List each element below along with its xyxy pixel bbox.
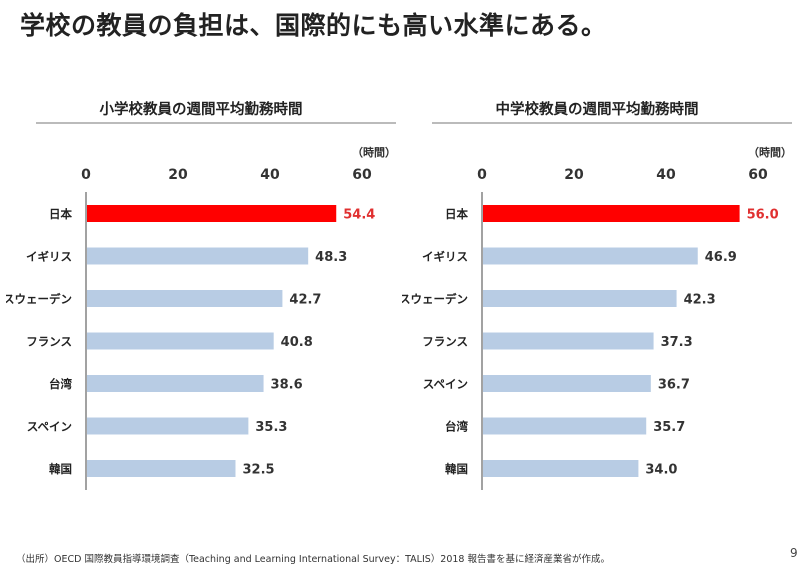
x-tick-label: 20 [168,167,188,183]
x-tick-label: 60 [352,167,372,183]
category-label: スペイン [423,377,468,391]
source-footnote: （出所）OECD 国際教員指導環境調査（Teaching and Learnin… [16,554,610,565]
bar [483,417,647,435]
bar [483,460,639,477]
value-label: 36.7 [658,378,690,393]
chart-title: 中学校教員の週間平均勤務時間 [496,100,699,118]
category-label: イギリス [422,250,468,264]
category-label: スウェーデン [402,292,468,306]
bar [87,375,264,392]
value-label: 38.6 [271,378,303,393]
x-tick-label: 40 [260,167,280,183]
bar [483,247,698,265]
value-label: 32.5 [243,463,275,478]
category-label: 台湾 [49,377,72,391]
bar [87,290,283,307]
page-title: 学校の教員の負担は、国際的にも高い水準にある。 [20,11,607,40]
category-label: 韓国 [49,462,72,476]
bar [483,375,651,392]
value-label: 42.7 [289,293,321,308]
value-label: 35.3 [255,420,287,435]
category-label: 日本 [49,207,72,221]
category-label: フランス [422,335,468,349]
value-label: 37.3 [661,335,693,350]
x-tick-label: 40 [656,167,676,183]
chart-title: 小学校教員の週間平均勤務時間 [100,100,303,118]
category-label: イギリス [26,250,72,264]
bar [87,460,236,477]
x-tick-label: 0 [81,167,91,183]
bar [87,332,274,350]
category-label: スウェーデン [6,292,72,306]
category-label: フランス [26,335,72,349]
value-label: 46.9 [705,250,737,265]
value-label: 56.0 [747,208,779,223]
bar [87,247,309,265]
axis-unit-label: （時間） [748,145,792,159]
category-label: 日本 [445,207,468,221]
value-label: 34.0 [645,463,677,478]
value-label: 40.8 [281,335,313,350]
junior-high-chart: 中学校教員の週間平均勤務時間 （時間） 0 20 40 60 日本 56.0 イギリス 46.9 ス… [402,92,792,512]
junior-high-chart-svg: 中学校教員の週間平均勤務時間 （時間） 0 20 40 60 日本 56.0 イギリス 46.9 ス… [402,100,792,490]
category-label: 韓国 [445,462,468,476]
bar [87,417,249,435]
value-label: 42.3 [684,293,716,308]
axis-unit-label: （時間） [352,145,396,159]
value-label: 35.7 [653,420,685,435]
category-label: 台湾 [445,420,468,434]
bar [483,332,654,350]
primary-school-chart-svg: 小学校教員の週間平均勤務時間 （時間） 0 20 40 60 日本 54.4 イギリス 48.3 ス… [6,100,396,490]
x-tick-label: 60 [748,167,768,183]
bar [483,290,677,307]
x-tick-label: 20 [564,167,584,183]
value-label: 48.3 [315,250,347,265]
x-tick-label: 0 [477,167,487,183]
value-label: 54.4 [343,208,375,223]
page-number: 9 [790,546,798,560]
bar-highlight [483,205,740,222]
bar-highlight [87,205,337,222]
category-label: スペイン [27,420,72,434]
primary-school-chart: 小学校教員の週間平均勤務時間 （時間） 0 20 40 60 日本 54.4 イギリス 48.3 ス… [6,92,396,512]
